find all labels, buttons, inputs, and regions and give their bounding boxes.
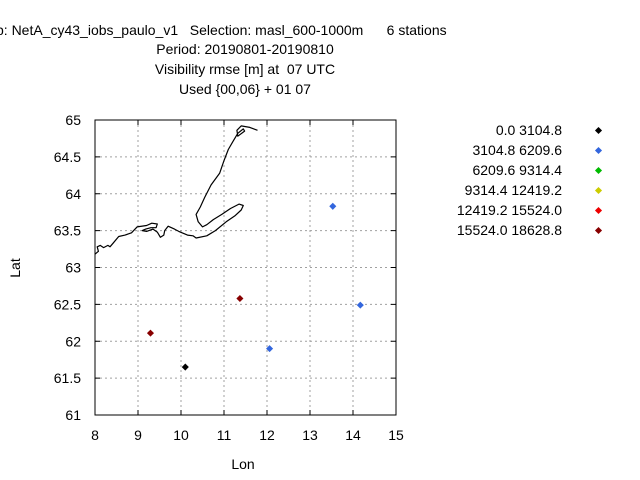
x-tick-label: 11 <box>217 427 232 443</box>
legend-marker <box>594 206 603 215</box>
station-point <box>266 345 274 353</box>
legend-label: 15524.0 18628.8 <box>456 222 562 238</box>
y-tick-label: 61 <box>65 407 81 423</box>
legend-marker <box>594 146 603 155</box>
y-tick-label: 63 <box>65 260 81 276</box>
y-tick-label: 64 <box>65 186 81 202</box>
legend-entry: 9314.4 12419.2 <box>420 182 620 202</box>
x-tick-label: 8 <box>91 427 99 443</box>
x-tick-label: 13 <box>302 427 318 443</box>
legend-entry: 3104.8 6209.6 <box>420 142 620 162</box>
x-tick-label: 15 <box>388 427 404 443</box>
data-points <box>146 202 364 371</box>
chart-title-line-4: Used {00,06} + 01 07 <box>179 81 311 97</box>
coastline-group <box>94 125 258 255</box>
legend-marker <box>594 126 603 135</box>
chart-title-line-2: Period: 20190801-20190810 <box>156 41 334 57</box>
x-tick-label: 12 <box>259 427 275 443</box>
legend-marker <box>594 166 603 175</box>
x-tick-label: 10 <box>173 427 189 443</box>
y-tick-label: 62.5 <box>54 296 81 312</box>
station-point <box>329 202 337 210</box>
legend-marker <box>594 186 603 195</box>
station-point <box>181 363 189 371</box>
y-tick-label: 65 <box>65 112 81 128</box>
y-tick-label: 64.5 <box>54 149 81 165</box>
legend-marker <box>594 226 603 235</box>
coastline <box>94 125 258 255</box>
legend-label: 0.0 3104.8 <box>495 122 562 138</box>
station-point <box>146 329 155 337</box>
x-tick-label: 9 <box>134 427 142 443</box>
legend-label: 6209.6 9314.4 <box>472 162 562 178</box>
grid-lines <box>95 120 396 415</box>
legend-entry: 12419.2 15524.0 <box>420 202 620 222</box>
chart-title-line-3: Visibility rmse [m] at 07 UTC <box>154 61 336 77</box>
x-axis-label: Lon <box>231 456 254 472</box>
legend-label: 12419.2 15524.0 <box>456 202 562 218</box>
x-tick-label: 14 <box>345 427 361 443</box>
legend-entry: 6209.6 9314.4 <box>420 162 620 182</box>
legend-entry: 0.0 3104.8 <box>420 122 620 142</box>
station-point <box>236 294 244 303</box>
legend-entry: 15524.0 18628.8 <box>420 222 620 242</box>
y-tick-label: 61.5 <box>54 370 81 386</box>
y-axis: 61 61.5 62 62.5 63 63.5 64 64.5 65 <box>54 112 396 423</box>
chart-title-line-1: p: NetA_cy43_iobs_paulo_v1 Selection: ma… <box>0 22 447 38</box>
y-axis-label: Lat <box>7 258 23 278</box>
y-tick-label: 62 <box>65 333 81 349</box>
legend-label: 3104.8 6209.6 <box>472 142 562 158</box>
legend-label: 9314.4 12419.2 <box>464 182 562 198</box>
x-axis: 8 9 10 11 12 13 14 15 <box>91 120 404 443</box>
station-point <box>356 301 364 309</box>
y-tick-label: 63.5 <box>54 223 81 239</box>
